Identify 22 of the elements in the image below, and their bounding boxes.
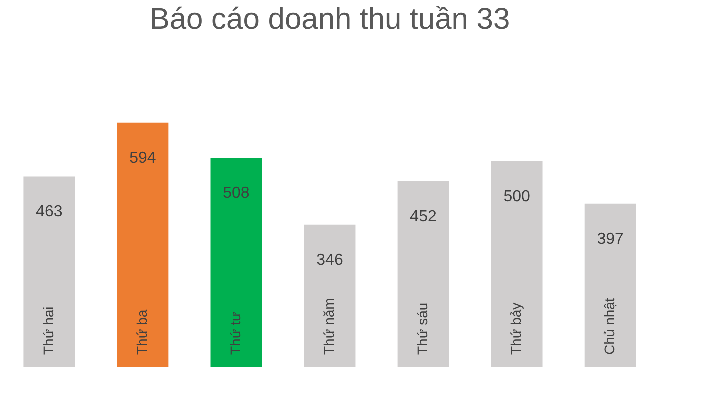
x-tick-label: Thứ hai bbox=[40, 306, 56, 355]
x-tick-label: Thứ tư bbox=[227, 312, 244, 355]
bar bbox=[304, 224, 356, 367]
bar bbox=[117, 122, 169, 367]
bar bbox=[491, 162, 543, 367]
x-tick-label: Chủ nhật bbox=[602, 298, 618, 355]
bar bbox=[398, 181, 450, 367]
data-label: 397 bbox=[597, 230, 624, 248]
data-label: 508 bbox=[223, 185, 250, 202]
data-label: 463 bbox=[36, 204, 63, 221]
x-tick-label: Thứ sáu bbox=[414, 302, 431, 355]
chart-title: Báo cáo doanh thu tuần 33 bbox=[150, 3, 510, 36]
bar bbox=[584, 204, 636, 367]
data-label: 500 bbox=[504, 188, 530, 206]
data-label: 346 bbox=[316, 252, 344, 269]
bar bbox=[210, 158, 262, 367]
data-label: 594 bbox=[130, 150, 156, 167]
x-tick-label: Thứ ba bbox=[134, 310, 150, 355]
x-tick-label: Thứ bảy bbox=[508, 302, 524, 355]
x-tick-label: Thứ năm bbox=[321, 298, 337, 355]
data-label: 452 bbox=[410, 208, 437, 226]
bar bbox=[24, 176, 76, 367]
